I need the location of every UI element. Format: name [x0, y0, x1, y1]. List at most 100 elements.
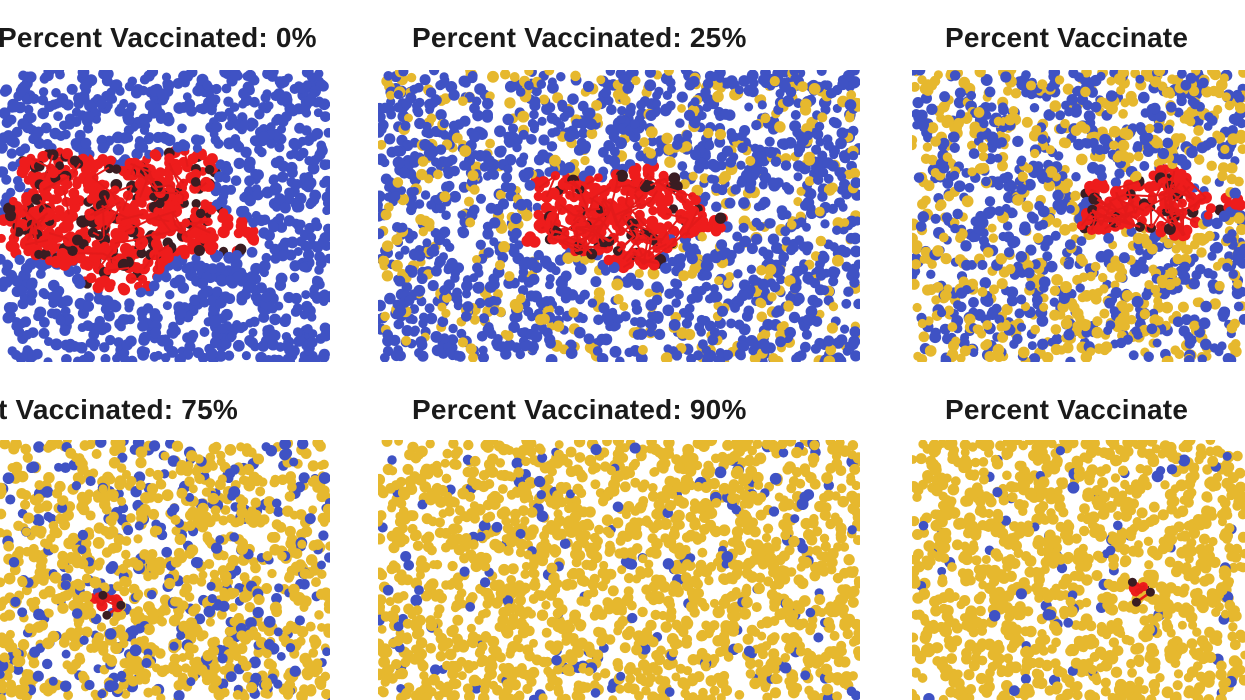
vaccinated-point — [634, 268, 644, 278]
susceptible-point — [248, 328, 258, 337]
susceptible-point — [430, 330, 443, 343]
susceptible-point — [592, 346, 603, 356]
susceptible-point — [1139, 161, 1150, 171]
susceptible-point — [415, 336, 427, 348]
vaccinated-point — [1226, 173, 1238, 185]
transmission-edge — [686, 214, 703, 231]
infected-point — [73, 158, 84, 169]
susceptible-point — [274, 193, 286, 205]
infected-point — [585, 175, 595, 185]
susceptible-point — [317, 351, 330, 362]
susceptible-point — [844, 99, 857, 111]
susceptible-point — [688, 76, 700, 88]
susceptible-point — [318, 98, 330, 111]
susceptible-point — [615, 356, 625, 362]
vaccinated-point — [927, 154, 938, 166]
susceptible-point — [949, 142, 960, 154]
vaccinated-point — [975, 163, 987, 174]
susceptible-point — [953, 96, 966, 109]
susceptible-point — [242, 81, 254, 93]
vaccinated-point — [1037, 79, 1048, 90]
susceptible-point — [72, 265, 82, 275]
vaccinated-point — [932, 282, 944, 293]
vaccinated-point — [699, 173, 710, 184]
susceptible-point — [744, 182, 756, 194]
susceptible-point — [282, 94, 293, 105]
susceptible-point — [0, 166, 9, 178]
susceptible-point — [60, 306, 71, 317]
infected-point — [190, 177, 201, 187]
vaccinated-point — [1080, 320, 1091, 332]
susceptible-point — [299, 310, 309, 320]
vaccinated-point — [771, 355, 784, 362]
vaccinated-point — [840, 218, 850, 227]
transmission-edge — [592, 205, 614, 226]
susceptible-point — [664, 288, 675, 299]
vaccinated-point — [924, 345, 937, 357]
vaccinated-point — [796, 186, 806, 196]
susceptible-point — [984, 86, 996, 98]
susceptible-point — [307, 312, 317, 322]
susceptible-point — [510, 81, 520, 91]
susceptible-point — [494, 125, 506, 138]
susceptible-point — [746, 243, 758, 255]
infected-point — [76, 215, 89, 228]
susceptible-point — [1218, 308, 1230, 320]
susceptible-point — [994, 205, 1005, 217]
susceptible-point — [734, 319, 745, 330]
susceptible-point — [270, 157, 282, 169]
susceptible-point — [817, 150, 828, 161]
susceptible-point — [384, 133, 396, 145]
susceptible-point — [492, 296, 502, 306]
infected-point — [153, 206, 164, 217]
susceptible-point — [20, 262, 33, 275]
vaccinated-point — [966, 140, 977, 151]
transmission-edges — [12, 150, 211, 281]
susceptible-point — [1110, 286, 1122, 299]
susceptible-point — [209, 129, 219, 139]
transmission-edge — [188, 222, 211, 234]
susceptible-point — [567, 93, 579, 105]
susceptible-point — [608, 261, 620, 274]
vaccinated-point — [912, 259, 922, 270]
susceptible-point — [232, 139, 242, 149]
susceptible-point — [99, 342, 110, 353]
susceptible-point — [744, 102, 754, 112]
vaccinated-point — [940, 252, 952, 265]
transmission-edge — [672, 218, 689, 243]
vaccinated-point — [797, 81, 808, 92]
susceptible-point — [299, 104, 310, 116]
susceptible-point — [740, 169, 752, 181]
susceptible-point — [1135, 261, 1147, 272]
susceptible-point — [1042, 251, 1053, 262]
transmission-edge — [622, 194, 644, 216]
susceptible-point — [15, 85, 27, 97]
susceptible-point — [261, 186, 274, 199]
vaccinated-point — [637, 344, 648, 355]
vaccinated-point — [639, 137, 650, 148]
susceptible-point — [40, 122, 52, 134]
transmission-edge — [649, 175, 668, 189]
susceptible-point — [562, 106, 575, 118]
transmission-edge — [130, 163, 136, 174]
susceptible-point — [696, 327, 706, 337]
vaccinated-point — [1174, 349, 1185, 360]
susceptible-point — [704, 140, 715, 151]
susceptible-point — [449, 335, 459, 345]
susceptible-point — [442, 165, 453, 176]
susceptible-point — [298, 147, 309, 159]
susceptible-point — [209, 94, 221, 105]
susceptible-point — [100, 353, 111, 362]
transmission-edge — [592, 224, 601, 246]
susceptible-point — [529, 124, 539, 134]
susceptible-point — [1211, 217, 1223, 230]
susceptible-point — [829, 242, 839, 252]
susceptible-point — [815, 137, 825, 147]
susceptible-point — [616, 114, 626, 125]
susceptible-point — [1200, 338, 1212, 351]
susceptible-point — [301, 125, 312, 136]
susceptible-point — [748, 274, 760, 286]
susceptible-point — [43, 336, 54, 347]
susceptible-point — [786, 244, 797, 256]
susceptible-point — [443, 156, 455, 168]
